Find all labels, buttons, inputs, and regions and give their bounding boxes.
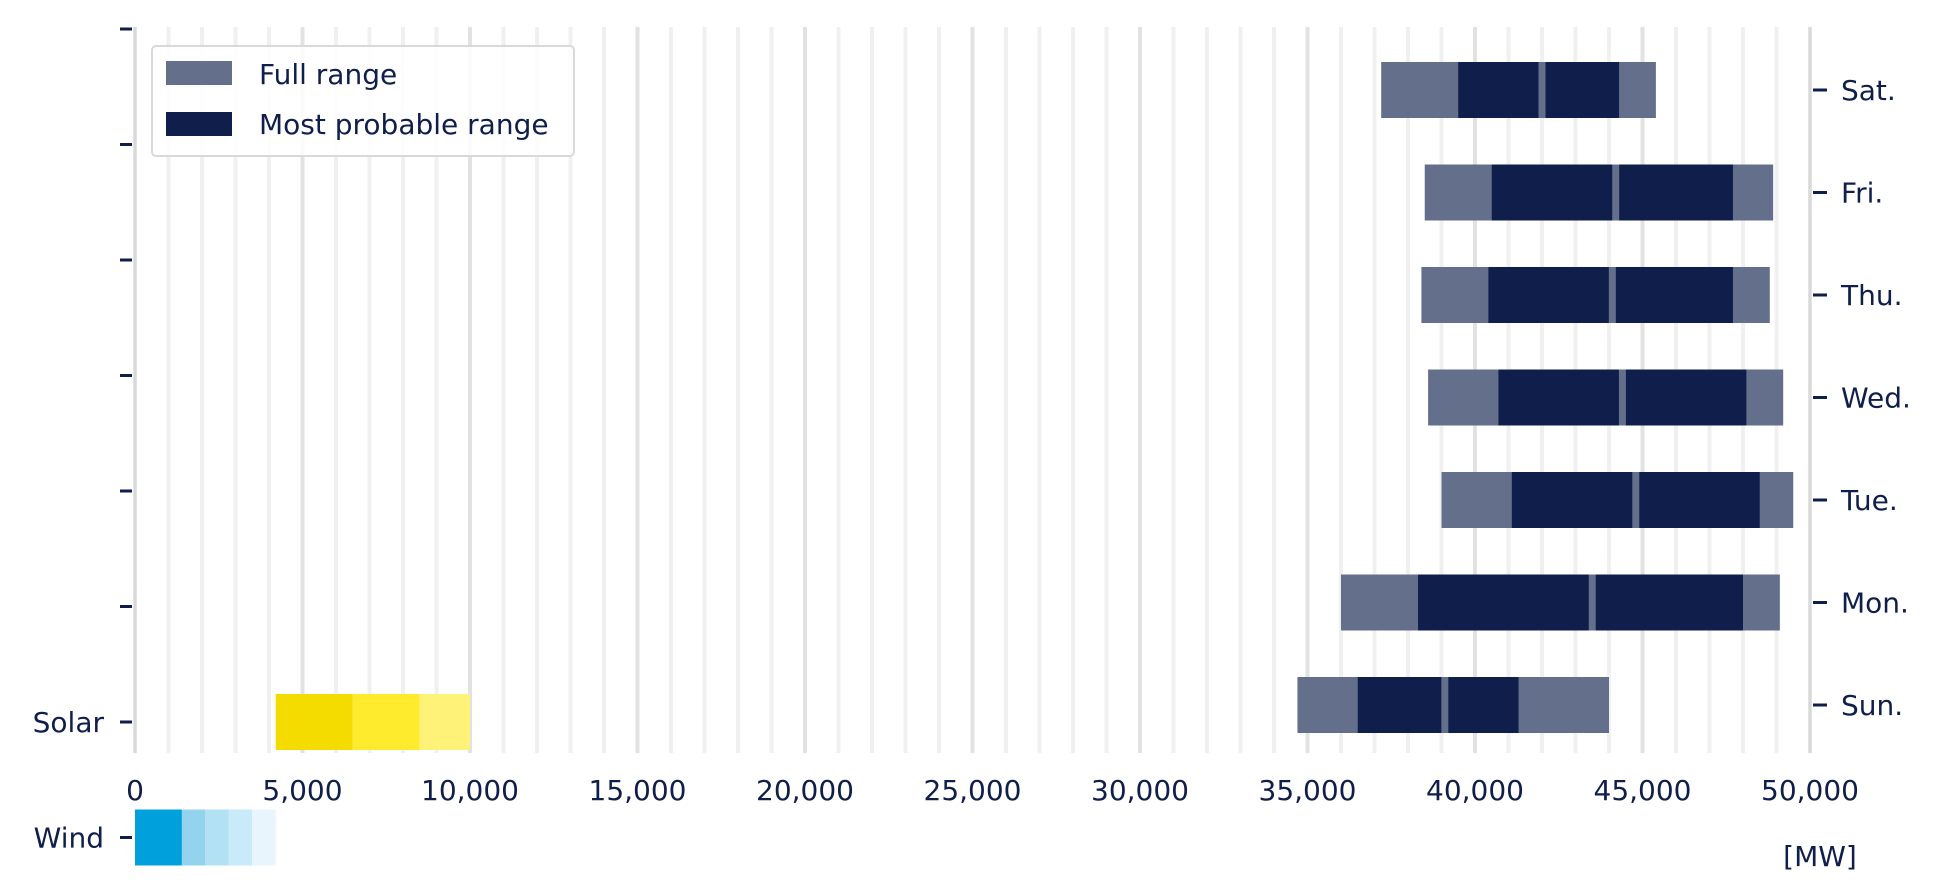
bar-most-probable-low [1458,62,1539,118]
x-axis: 0 5,000 10,000 15,000 20,000 25,000 30,000 35,0… [126,774,1859,807]
right-axis-label: Sun. [1841,689,1903,722]
bar-most-probable-high [1545,62,1620,118]
legend: Full range Most probable range [151,45,575,157]
x-axis-tick-label: 20,000 [756,774,854,807]
x-axis-tick-label: 40,000 [1426,774,1524,807]
x-axis-tick-label: 0 [126,774,144,807]
bar-solar-segment [352,694,420,750]
bar-wind-segment [205,809,229,866]
right-axis-label: Thu. [1840,279,1903,312]
right-axis-label: Wed. [1841,382,1911,415]
bar-most-probable-low [1491,164,1613,221]
bar-most-probable-high [1448,677,1519,733]
legend-box [151,45,575,157]
legend-label-most-probable-range: Most probable range [259,108,549,141]
bar-wind-segment [228,809,253,866]
x-axis-tick-label: 45,000 [1594,774,1692,807]
right-axis-label: Sat. [1841,74,1896,107]
bar-solar-segment [419,694,470,750]
bar-most-probable-low [1511,472,1633,528]
bar-most-probable-high [1619,164,1733,221]
x-axis-tick-label: 50,000 [1761,774,1859,807]
bar-solar-segment [275,694,353,750]
bar-most-probable-low [1488,267,1609,323]
bar-most-probable-high [1625,369,1747,426]
left-axis-label: Solar [33,706,105,739]
bar-wind-segment [135,809,182,866]
unit-label: [MW] [1783,840,1857,873]
right-axis-label: Fri. [1841,177,1883,210]
left-axis-label: Wind [34,822,104,855]
right-axis: Sun. Mon. Tue. Wed. Thu. Fri. Sat. [1809,27,1911,753]
bar-most-probable-low [1418,574,1589,631]
right-axis-label: Mon. [1841,587,1909,620]
x-axis-tick-label: 15,000 [589,774,687,807]
bars [135,62,1794,866]
bar-most-probable-high [1639,472,1760,528]
bar-most-probable-low [1498,369,1619,426]
x-axis-tick-label: 30,000 [1091,774,1189,807]
legend-swatch-most-probable-range [166,112,232,136]
x-axis-tick-label: 35,000 [1259,774,1357,807]
legend-label-full-range: Full range [259,58,397,91]
legend-swatch-full-range [166,61,232,85]
bar-most-probable-low [1357,677,1442,733]
x-axis-tick-label: 5,000 [262,774,342,807]
bar-wind-segment [181,809,206,866]
x-axis-tick-label: 10,000 [421,774,519,807]
x-axis-tick-label: 25,000 [924,774,1022,807]
bar-wind-segment [252,809,276,866]
bar-most-probable-high [1595,574,1743,631]
right-axis-label: Tue. [1840,484,1898,517]
left-axis: Wind Solar [33,27,136,855]
bar-most-probable-high [1615,267,1733,323]
